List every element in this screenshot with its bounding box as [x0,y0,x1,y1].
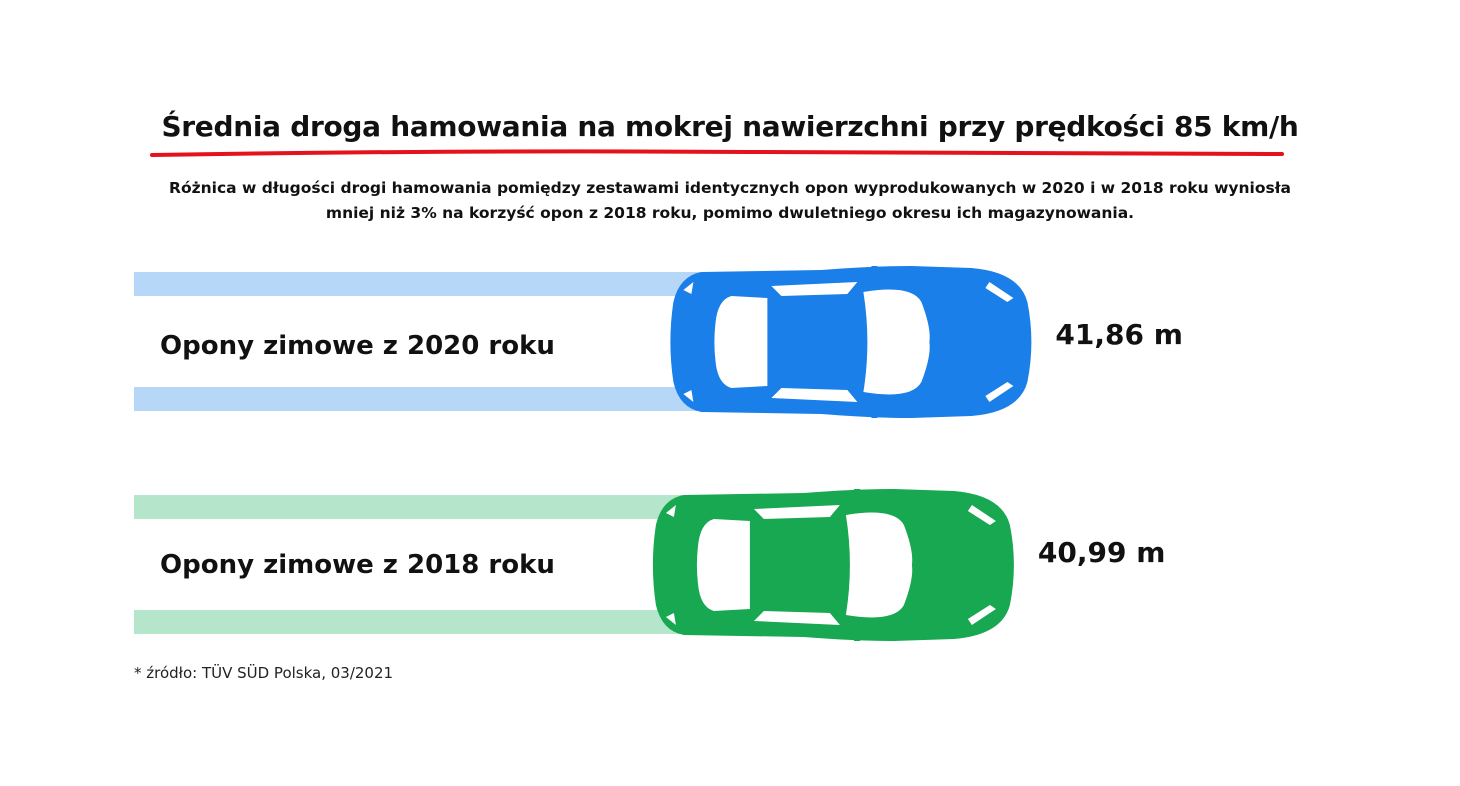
subtitle-line-1: Różnica w długości drogi hamowania pomię… [169,179,1291,197]
car-taillight-top [665,505,676,517]
car-mirror-right [853,625,864,641]
car-side-window-top [771,282,858,296]
car-icon [652,489,1014,641]
car-rear-window [714,296,768,388]
car-windshield [845,512,913,618]
track-stripe-bottom [134,610,694,634]
car-taillight-bottom [665,613,676,625]
subtitle-line-2: mniej niż 3% na korzyść opon z 2018 roku… [325,204,1135,222]
car-taillight-top [683,282,694,294]
title-underline-stroke [150,149,1284,157]
category-label: Opony zimowe z 2018 roku [160,550,555,580]
car-side-window-top [753,505,840,519]
car-headlight-bottom [985,382,1014,402]
car-side-window-bottom [753,611,840,625]
title-underline [150,149,1284,157]
track-stripe-top [134,272,712,296]
car-windshield [863,289,930,395]
car-rear-window [696,519,750,611]
chart-row-2020: Opony zimowe z 2020 roku 41,86 m [134,266,1183,418]
car-side-window-bottom [771,388,858,402]
car-mirror-left [853,489,864,505]
chart-title: Średnia droga hamowania na mokrej nawier… [161,110,1299,143]
value-label: 41,86 m [1055,318,1183,351]
chart-row-2018: Opony zimowe z 2018 roku 40,99 m [134,489,1165,641]
car-mirror-right [871,402,882,418]
car-icon [670,266,1032,418]
car-headlight-top [985,282,1014,302]
car-taillight-bottom [683,390,694,402]
category-label: Opony zimowe z 2020 roku [160,331,555,361]
track-stripe-bottom [134,387,712,411]
car-mirror-left [871,266,882,282]
value-label: 40,99 m [1038,536,1166,569]
chart-subtitle: Różnica w długości drogi hamowania pomię… [110,176,1350,226]
source-footnote: * źródło: TÜV SÜD Polska, 03/2021 [134,664,394,682]
car-headlight-bottom [967,605,996,625]
track-stripe-top [134,495,694,519]
car-headlight-top [967,505,996,525]
